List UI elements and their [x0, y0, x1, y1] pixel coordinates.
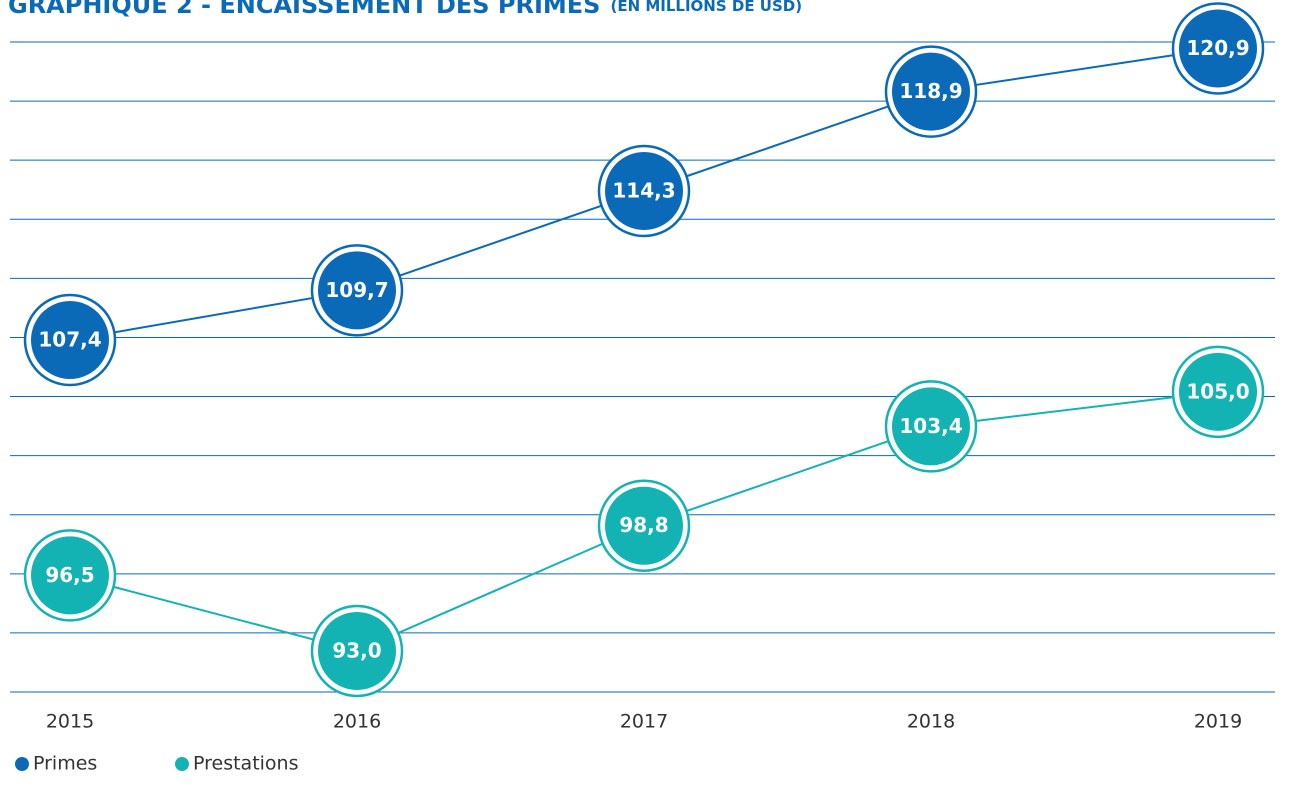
legend-swatch — [175, 757, 189, 771]
chart-title: GRAPHIQUE 2 - ENCAISSEMENT DES PRIMES (EN… — [8, 0, 802, 19]
marker — [31, 301, 109, 380]
data-label: 109,7 — [325, 278, 388, 302]
title: GRAPHIQUE 2 - ENCAISSEMENT DES PRIMES — [8, 0, 600, 19]
data-label: 120,9 — [1186, 36, 1249, 60]
subtitle: (EN MILLIONS DE USD) — [610, 0, 802, 15]
data-label: 118,9 — [899, 79, 962, 103]
marker — [31, 536, 109, 615]
marker — [605, 152, 683, 231]
marker — [892, 52, 970, 131]
data-label: 107,4 — [38, 328, 101, 352]
marker — [318, 251, 396, 330]
marker — [605, 486, 683, 565]
x-tick-label: 2019 — [1194, 711, 1242, 733]
x-tick-label: 2015 — [46, 711, 94, 733]
x-tick-label: 2018 — [907, 711, 955, 733]
marker — [892, 387, 970, 466]
data-label: 103,4 — [899, 414, 962, 438]
data-label: 114,3 — [612, 179, 675, 203]
grid — [10, 41, 1275, 693]
data-label: 93,0 — [332, 638, 381, 662]
data-label: 98,8 — [619, 513, 668, 537]
x-tick-label: 2017 — [620, 711, 668, 733]
marker — [318, 611, 396, 690]
data-label: 96,5 — [45, 563, 94, 587]
legend-label: Prestations — [193, 753, 299, 775]
data-label: 105,0 — [1186, 379, 1249, 403]
marker — [1179, 352, 1257, 431]
legend-label: Primes — [33, 753, 97, 775]
x-tick-label: 2016 — [333, 711, 381, 733]
marker — [1179, 9, 1257, 88]
legend-swatch — [15, 757, 29, 771]
